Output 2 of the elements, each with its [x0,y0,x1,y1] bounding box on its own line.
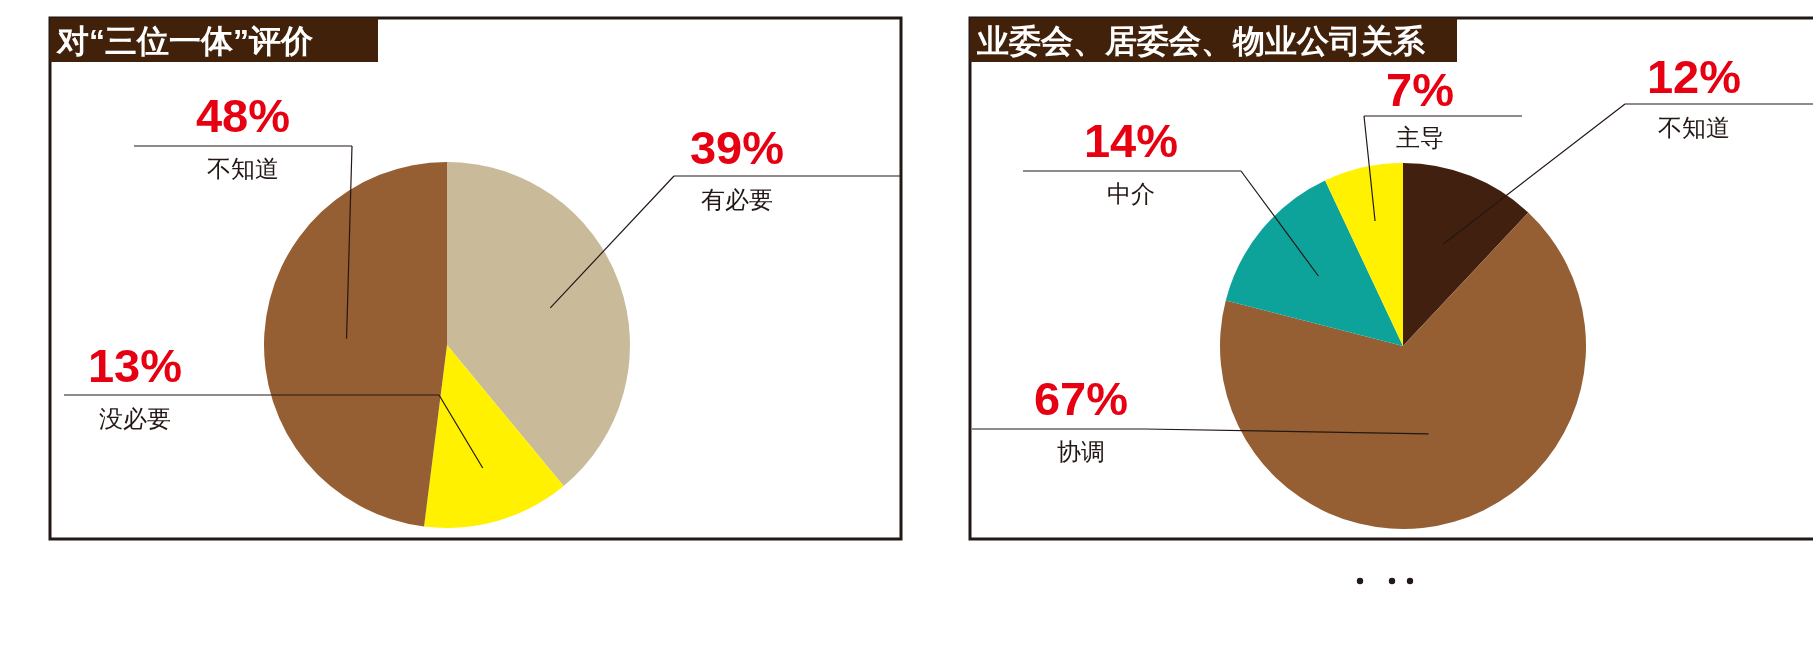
title: 业委会、居委会、物业公司关系 [977,23,1425,59]
title: 对“三位一体”评价 [57,23,313,59]
